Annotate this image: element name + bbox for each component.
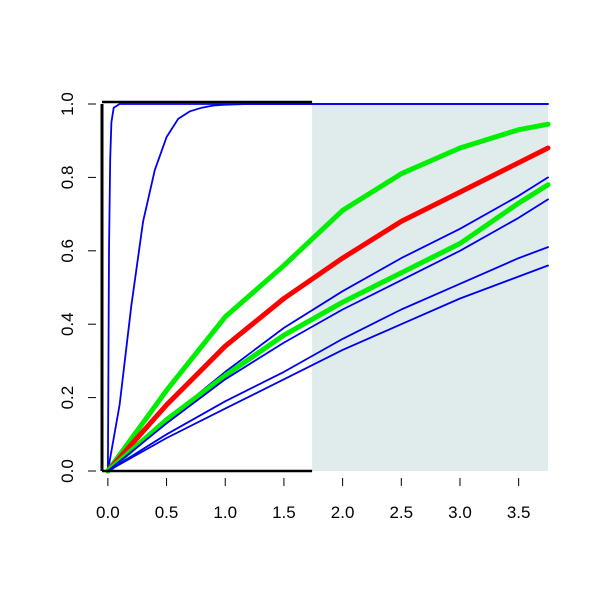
x-tick-label: 1.0 — [213, 503, 237, 522]
series-line-4-red — [105, 145, 551, 474]
series-layer — [105, 103, 551, 474]
x-tick-label: 2.5 — [389, 503, 413, 522]
series-line-3-green — [105, 121, 551, 474]
x-tick-label: 0.5 — [155, 503, 179, 522]
series-line-7-blue — [107, 198, 549, 472]
y-tick-label: 0.2 — [58, 386, 77, 410]
series-line-1-blue — [107, 103, 549, 472]
series-line-9-blue — [107, 264, 549, 472]
x-tick-label: 2.0 — [331, 503, 355, 522]
series-line-2-blue — [107, 103, 549, 472]
y-tick-label: 0.6 — [58, 239, 77, 263]
y-axis: 0.0 0.2 0.4 0.6 0.8 1.0 — [58, 92, 96, 483]
x-tick-label: 0.0 — [96, 503, 120, 522]
y-tick-label: 0.0 — [58, 459, 77, 483]
series-line-8-blue — [107, 246, 549, 472]
x-tick-label: 3.5 — [507, 503, 531, 522]
y-tick-label: 0.8 — [58, 166, 77, 190]
series-line-6-green — [105, 182, 551, 474]
x-tick-label: 3.0 — [448, 503, 472, 522]
x-axis: 0.0 0.5 1.0 1.5 2.0 2.5 3.0 3.5 — [96, 478, 530, 522]
axis-layer — [100, 100, 313, 473]
y-tick-label: 0.4 — [58, 312, 77, 336]
x-tick-label: 1.5 — [272, 503, 296, 522]
y-tick-label: 1.0 — [58, 92, 77, 116]
